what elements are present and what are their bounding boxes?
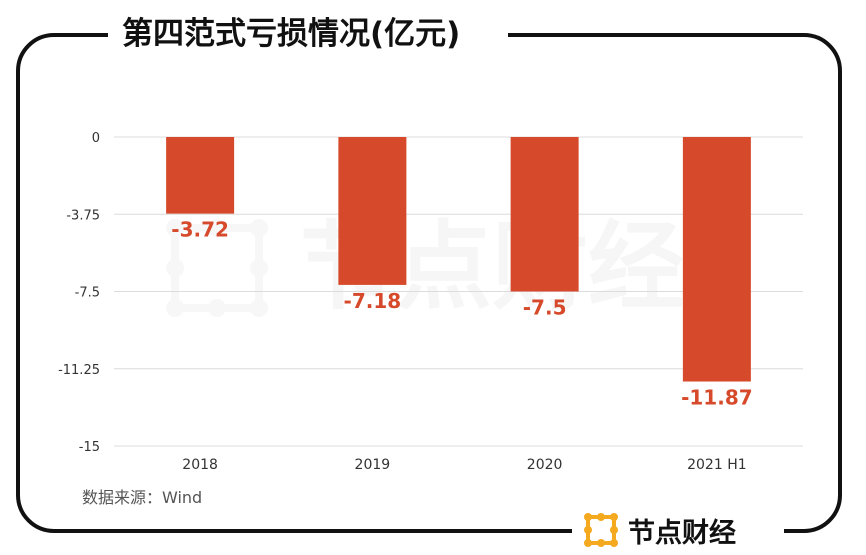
bar bbox=[166, 137, 235, 214]
watermark: 节点财经 bbox=[166, 211, 684, 323]
chart-title: 第四范式亏损情况(亿元) bbox=[122, 16, 461, 52]
watermark-logo-icon bbox=[166, 219, 268, 317]
x-tick-label: 2020 bbox=[527, 457, 563, 473]
bar-value-label: -11.87 bbox=[681, 386, 753, 410]
node-grid-logo-icon bbox=[584, 513, 618, 547]
bar-value-label: -7.18 bbox=[344, 289, 402, 313]
brand-logo: 节点财经 bbox=[583, 510, 736, 550]
bar bbox=[510, 137, 579, 292]
bar bbox=[682, 137, 751, 382]
x-tick-label: 2021 H1 bbox=[687, 457, 747, 473]
data-source-note: 数据来源：Wind bbox=[82, 488, 203, 507]
bar-value-label: -3.72 bbox=[171, 218, 229, 242]
y-tick-label: -3.75 bbox=[66, 208, 100, 223]
brand-name: 节点财经 bbox=[628, 517, 736, 549]
y-tick-label: -15 bbox=[79, 440, 100, 455]
bar bbox=[338, 137, 407, 285]
y-tick-label: -11.25 bbox=[58, 363, 100, 378]
title-background bbox=[108, 10, 508, 58]
bar-value-label: -7.5 bbox=[523, 296, 567, 320]
y-tick-label: 0 bbox=[92, 131, 100, 146]
y-tick-label: -7.5 bbox=[75, 286, 100, 301]
x-tick-label: 2019 bbox=[355, 457, 391, 473]
x-tick-label: 2018 bbox=[182, 457, 218, 473]
